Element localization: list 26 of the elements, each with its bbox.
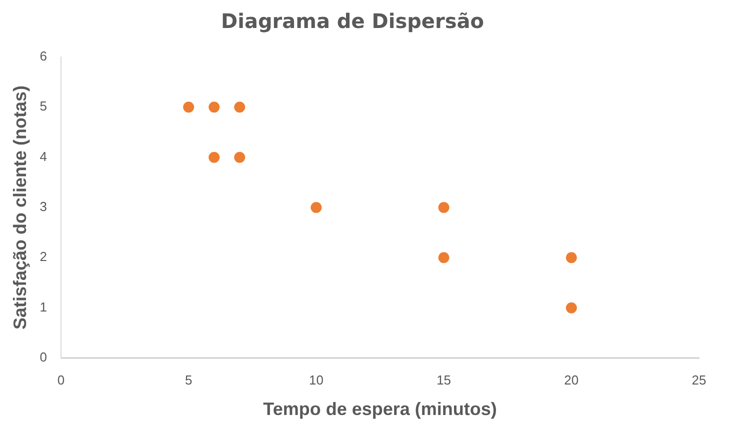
y-tick-label: 0 <box>40 350 47 365</box>
x-tick-label: 10 <box>308 372 324 388</box>
point <box>234 152 246 163</box>
y-tick-label: 5 <box>40 98 47 114</box>
x-tick-label: 5 <box>184 372 192 388</box>
x-tick-label: 15 <box>436 372 452 388</box>
y-axis-title: Satisfação do cliente (notas) <box>10 85 30 330</box>
point <box>234 102 246 113</box>
point <box>183 102 194 113</box>
x-axis-title: Tempo de espera (minutos) <box>263 399 497 420</box>
y-tick-label: 4 <box>40 148 47 164</box>
x-tick-label: 20 <box>564 372 579 388</box>
x-tick-label: 0 <box>57 372 65 388</box>
point <box>438 202 450 213</box>
point <box>566 252 577 264</box>
point <box>208 152 220 163</box>
y-tick-label: 2 <box>40 249 47 264</box>
y-tick-label: 6 <box>40 48 47 64</box>
point <box>438 252 450 264</box>
y-tick-label: 3 <box>40 199 47 214</box>
point <box>566 302 577 314</box>
x-tick-label: 25 <box>692 372 706 388</box>
point <box>310 202 322 213</box>
point <box>208 102 220 113</box>
y-tick-label: 1 <box>40 299 47 314</box>
chart-title: Diagrama de Dispersão <box>220 9 484 34</box>
